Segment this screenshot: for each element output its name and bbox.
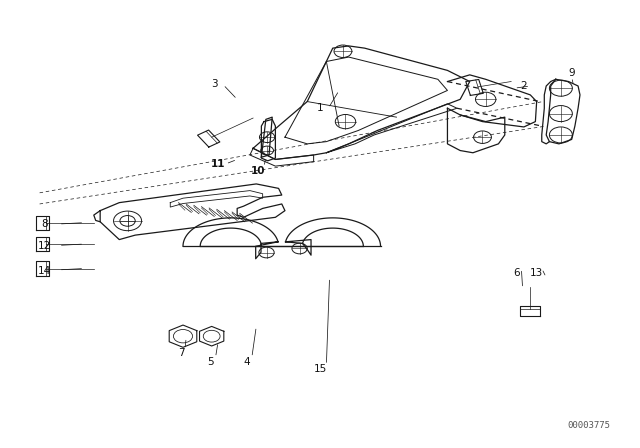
Text: 10: 10 bbox=[251, 166, 266, 176]
Text: 7: 7 bbox=[178, 348, 184, 358]
Text: 3: 3 bbox=[212, 79, 218, 89]
Text: 8: 8 bbox=[42, 219, 48, 229]
Text: 00003775: 00003775 bbox=[567, 421, 610, 430]
Text: 14: 14 bbox=[38, 266, 51, 276]
Text: 6: 6 bbox=[513, 268, 520, 278]
Text: 13: 13 bbox=[530, 268, 543, 278]
Text: 12: 12 bbox=[38, 241, 51, 251]
Text: 4: 4 bbox=[243, 357, 250, 367]
Text: 5: 5 bbox=[207, 357, 214, 367]
Text: 2: 2 bbox=[520, 81, 527, 91]
Text: 9: 9 bbox=[568, 68, 575, 78]
Text: 1: 1 bbox=[317, 103, 323, 113]
Text: 11: 11 bbox=[211, 159, 225, 169]
Text: 15: 15 bbox=[314, 364, 326, 374]
